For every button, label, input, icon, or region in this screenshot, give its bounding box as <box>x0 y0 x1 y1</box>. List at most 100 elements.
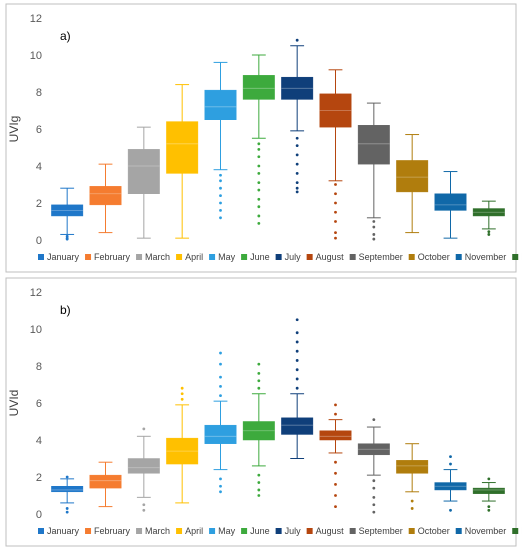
outlier-point <box>257 142 261 146</box>
outlier-point <box>334 460 337 464</box>
legend-swatch <box>512 254 519 260</box>
legend-swatch <box>85 528 92 534</box>
outlier-point <box>219 384 222 388</box>
outlier-point <box>257 362 261 366</box>
outlier-point <box>219 186 222 190</box>
outlier-point <box>257 181 261 185</box>
box-june <box>242 54 275 225</box>
outlier-point <box>142 503 146 507</box>
outlier-point <box>372 479 376 483</box>
y-tick-label: 8 <box>36 87 42 99</box>
legend-label: July <box>285 526 302 536</box>
y-tick-label: 6 <box>36 124 42 136</box>
outlier-point <box>334 471 337 475</box>
outlier-point <box>219 179 222 183</box>
box-november <box>434 455 467 512</box>
legend-item-may: May <box>209 252 236 262</box>
legend-label: January <box>47 252 80 262</box>
y-tick-label: 0 <box>36 509 42 521</box>
outlier-point <box>219 216 222 220</box>
box-august <box>319 69 352 240</box>
outlier-point <box>219 351 222 355</box>
iqr-box <box>89 186 122 206</box>
legend-swatch <box>209 254 216 260</box>
panel-label: b) <box>60 303 71 317</box>
outlier-point <box>257 488 261 492</box>
outlier-point <box>295 368 299 372</box>
outlier-point <box>257 197 261 201</box>
box-may <box>204 351 237 494</box>
box-january <box>51 187 84 241</box>
outlier-point <box>295 38 299 42</box>
legend-label: September <box>359 526 403 536</box>
box-february <box>89 163 122 234</box>
legend-swatch <box>275 528 282 534</box>
legend-label: June <box>250 526 270 536</box>
outlier-point <box>219 490 222 494</box>
outlier-point <box>295 181 299 185</box>
legend-item-july: July <box>275 252 302 262</box>
legend-swatch <box>512 528 519 534</box>
y-tick-label: 0 <box>36 235 42 247</box>
legend-label: February <box>94 526 131 536</box>
outlier-point <box>219 477 222 481</box>
outlier-point <box>295 318 299 322</box>
iqr-box <box>357 125 390 165</box>
iqr-box <box>242 75 275 100</box>
iqr-box <box>166 121 199 174</box>
legend-swatch <box>275 254 282 260</box>
outlier-point <box>295 144 299 148</box>
outlier-point <box>295 136 299 140</box>
legend-label: October <box>418 252 450 262</box>
legend: January February March April May June July Augu… <box>38 526 522 536</box>
legend-swatch <box>349 528 356 534</box>
y-tick-label: 12 <box>30 287 42 299</box>
iqr-box <box>396 460 429 474</box>
outlier-point <box>257 164 261 168</box>
y-tick-label: 4 <box>36 435 42 447</box>
iqr-box <box>434 193 467 211</box>
box-april <box>166 84 199 239</box>
iqr-box <box>166 437 199 465</box>
legend-swatch <box>38 254 44 260</box>
legend-item-march: March <box>136 252 170 262</box>
outlier-point <box>219 394 222 397</box>
outlier-point <box>372 225 376 229</box>
outlier-point <box>295 377 299 381</box>
outlier-point <box>487 508 491 512</box>
outlier-point <box>334 183 337 186</box>
outlier-point <box>257 205 261 209</box>
outlier-point <box>334 494 337 497</box>
legend-label: July <box>285 252 302 262</box>
legend-item-april: April <box>176 526 203 536</box>
box-july <box>281 38 314 194</box>
outlier-point <box>449 455 452 459</box>
outlier-point <box>334 231 337 235</box>
legend-item-october: October <box>408 252 450 262</box>
outlier-point <box>372 510 376 514</box>
legend-item-february: February <box>85 526 131 536</box>
legend-swatch <box>349 254 356 260</box>
outlier-point <box>295 186 299 190</box>
outlier-point <box>219 484 222 488</box>
legend-item-august: August <box>306 526 344 536</box>
outlier-point <box>295 153 299 157</box>
legend-swatch <box>306 528 313 534</box>
outlier-point <box>334 201 337 205</box>
box-november <box>434 171 467 239</box>
legend-label: March <box>145 526 170 536</box>
iqr-box <box>319 430 352 441</box>
legend-swatch <box>455 528 462 534</box>
legend-swatch <box>38 528 44 534</box>
outlier-point <box>180 397 184 401</box>
iqr-box <box>396 160 429 193</box>
legend-item-september: September <box>349 526 403 536</box>
outlier-point <box>219 209 222 212</box>
box-august <box>319 403 352 508</box>
legend-label: April <box>185 252 203 262</box>
outlier-point <box>372 418 376 422</box>
box-january <box>51 475 84 514</box>
iqr-box <box>434 482 467 491</box>
outlier-point <box>334 192 337 196</box>
